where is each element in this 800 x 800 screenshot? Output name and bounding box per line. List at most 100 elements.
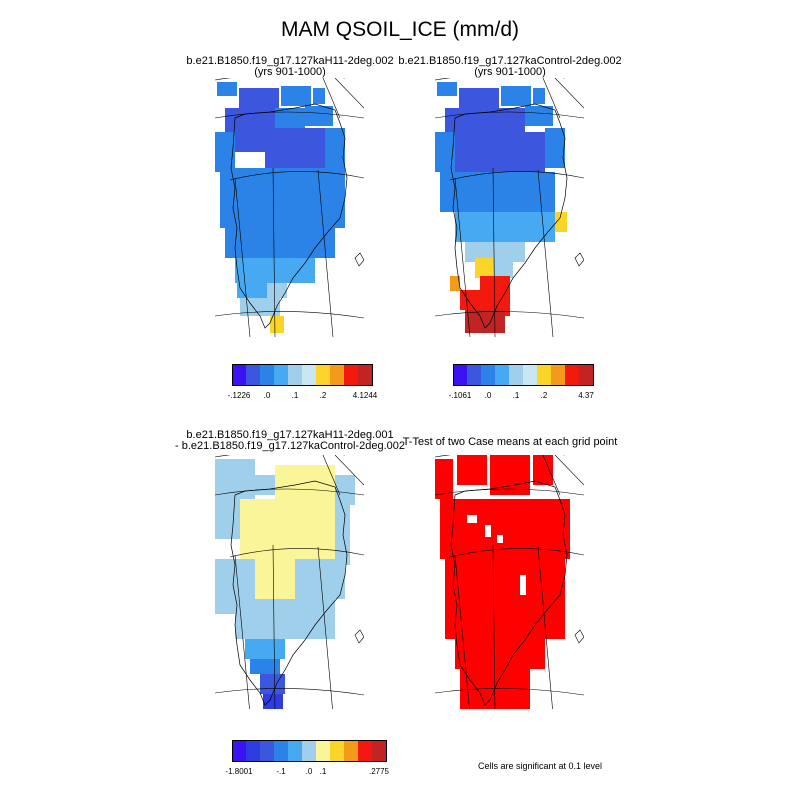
grid-cell [455, 212, 515, 242]
coastline [450, 103, 568, 329]
graticule-line [317, 546, 333, 709]
colorbar-tick-label: .1 [512, 391, 520, 400]
grid-cell [240, 499, 335, 559]
colorbar-swatch [495, 364, 510, 386]
grid-cell [493, 262, 513, 278]
colorbar-swatch [302, 364, 317, 386]
colorbar-tick-label: -.1061 [448, 391, 472, 400]
grid-cell [270, 316, 284, 333]
graticule-line [449, 548, 584, 558]
grid-cell [215, 459, 255, 499]
grid-cell [467, 515, 477, 523]
graticule-line [542, 78, 561, 119]
colorbar-swatch [537, 364, 552, 386]
grid-cell [220, 168, 345, 228]
grid-cell [475, 258, 493, 278]
grid-cell [555, 212, 567, 232]
graticule-line [215, 688, 364, 696]
colorbar-swatch [260, 740, 275, 762]
grid-cell [260, 674, 285, 694]
colorbar-swatch [565, 364, 580, 386]
panel-title-line: b.e21.B1850.f19_g17.127kaControl-2deg.00… [398, 55, 622, 67]
panel-title-top-left: b.e21.B1850.f19_g17.127kaH11-2deg.002 (y… [140, 56, 440, 78]
grid-cell [533, 88, 545, 104]
grid-cell [540, 499, 570, 559]
grid-cell [305, 106, 333, 126]
colorbar-swatch [509, 364, 524, 386]
map-top-right-svg [435, 78, 584, 337]
graticule-line [435, 111, 584, 119]
graticule-line [554, 455, 584, 486]
graticule-line [435, 455, 565, 458]
graticule-line [334, 455, 364, 486]
map-bottom-left [215, 455, 364, 709]
grid-cell [325, 128, 345, 168]
panel-title-line: b.e21.B1850.f19_g17.127kaH11-2deg.002 [186, 55, 394, 67]
grid-cell [435, 132, 455, 172]
grid-cell [255, 559, 295, 599]
map-top-left [215, 78, 364, 337]
colorbar-tick-label: .0 [484, 391, 492, 400]
grid-cell [455, 639, 545, 669]
panel-title-top-right: b.e21.B1850.f19_g17.127kaControl-2deg.00… [360, 56, 660, 78]
panel-title-line: - b.e21.B1850.f19_g17.127kaControl-2deg.… [175, 440, 405, 452]
graticule-line [229, 171, 364, 181]
colorbar-tick-label: .2 [540, 391, 548, 400]
grid-cell [480, 276, 510, 316]
colorbar-swatch [358, 740, 373, 762]
colorbar-tick-label: .0 [263, 391, 271, 400]
grid-cell [465, 242, 525, 262]
coastline [574, 252, 584, 267]
graticule-line [322, 455, 341, 496]
grid-cell [501, 86, 531, 106]
graticule-line [215, 488, 364, 496]
coastline [230, 103, 348, 329]
colorbar-swatch [372, 740, 387, 762]
colorbar-swatch [579, 364, 594, 386]
graticule-line [454, 554, 470, 709]
colorbar-swatch [467, 364, 482, 386]
colorbar-tick-label: .1 [291, 391, 299, 400]
grid-cell [497, 535, 503, 543]
panel-title-line: (yrs 901-1000) [254, 66, 326, 78]
grid-cell [445, 559, 565, 639]
grid-cell [455, 132, 545, 172]
grid-cell [335, 475, 355, 505]
grid-cell [215, 499, 240, 539]
coastline [230, 480, 348, 706]
grid-cell [267, 283, 287, 298]
colorbar-tick-label: .1 [319, 767, 327, 776]
grid-cell [235, 599, 335, 639]
colorbar-swatch [316, 364, 331, 386]
graticule-line [435, 78, 565, 81]
grid-cell [485, 525, 491, 537]
grid-cell [263, 694, 283, 709]
grid-cell [235, 132, 265, 152]
map-top-right [435, 78, 584, 337]
graticule-line [449, 171, 584, 181]
panel-title-line: T-Test of two Case means at each grid po… [402, 436, 618, 448]
panel-title-line: (yrs 901-1000) [474, 66, 546, 78]
colorbar-swatch [302, 740, 317, 762]
graticule-line [435, 688, 584, 696]
colorbar-swatch [344, 364, 359, 386]
grid-cell [545, 128, 565, 168]
graticule-line [542, 455, 561, 496]
colorbar-swatch [274, 364, 289, 386]
graticule-line [234, 554, 250, 709]
graticule-line [537, 169, 554, 337]
colorbar-tick-label: 4.1244 [352, 391, 378, 400]
grid-cell [295, 559, 345, 599]
colorbar-tick-label: 4.37 [578, 391, 594, 400]
map-bottom-right-svg [435, 455, 584, 709]
colorbar-swatch [288, 364, 303, 386]
grid-cell [457, 455, 487, 485]
grid-cell [217, 82, 237, 96]
graticule-line [492, 167, 496, 337]
grid-cell [255, 475, 275, 495]
graticule-line [234, 177, 251, 337]
graticule-line [322, 78, 341, 119]
grid-cell [335, 505, 350, 565]
panel-title-bottom-left: b.e21.B1850.f19_g17.127kaH11-2deg.001 - … [140, 430, 440, 452]
map-top-left-svg [215, 78, 364, 337]
